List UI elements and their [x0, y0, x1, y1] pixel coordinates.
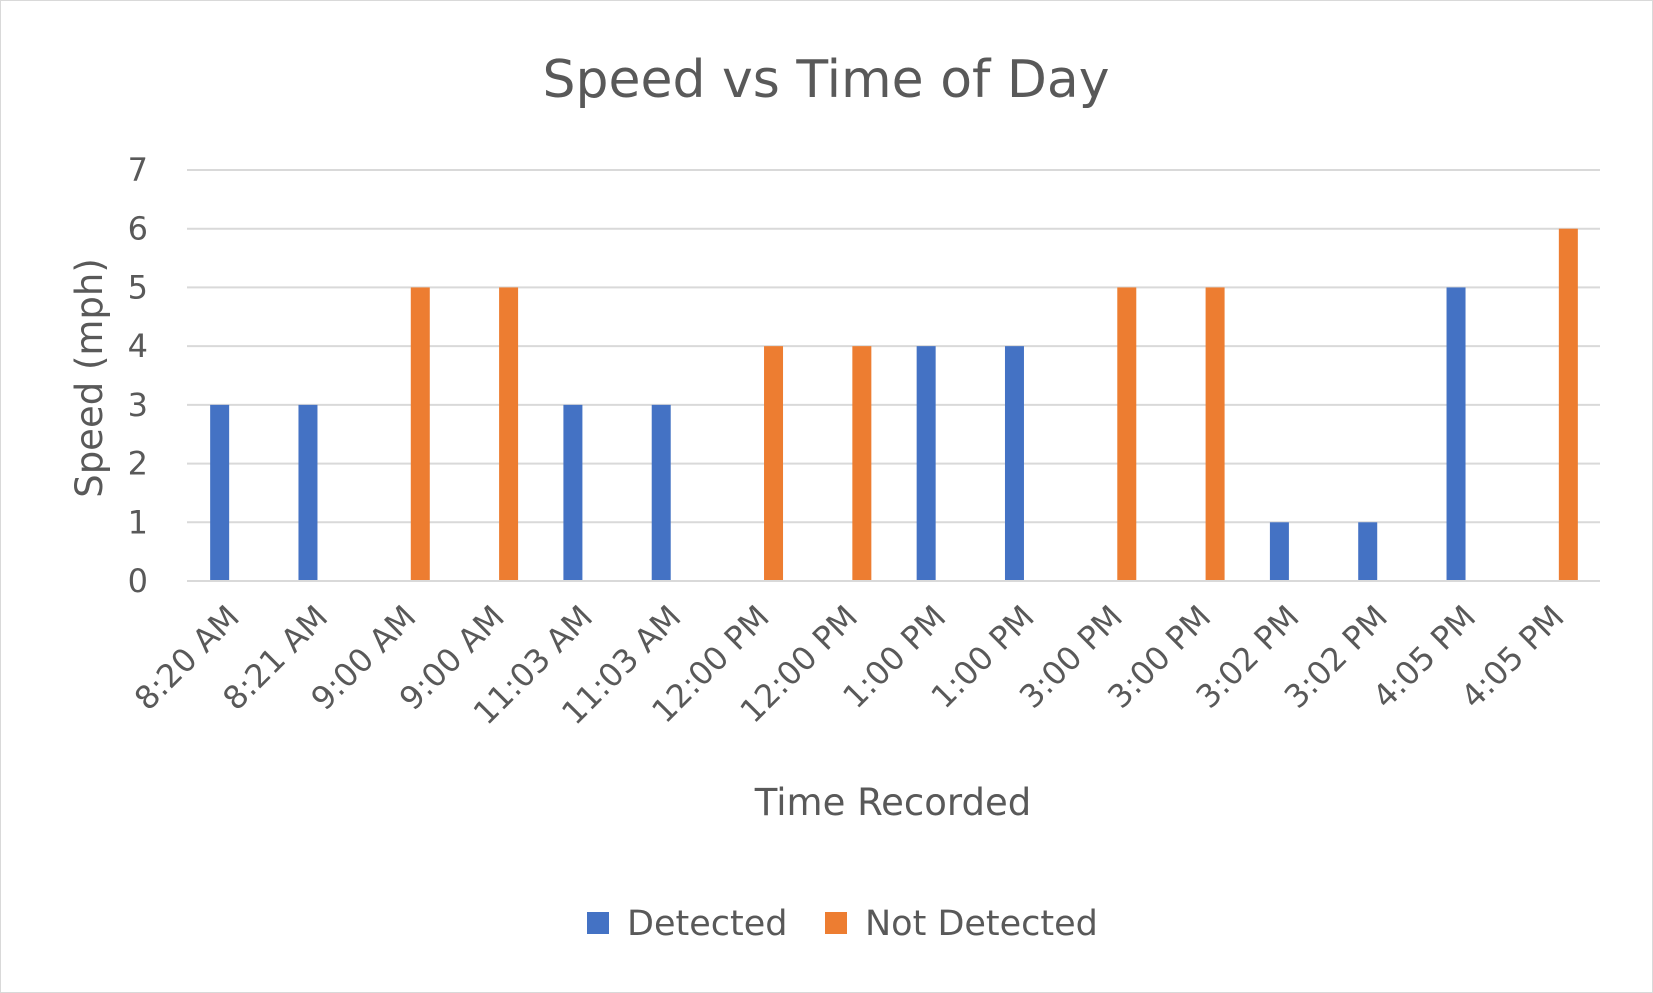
bar-detected: [1358, 522, 1378, 581]
x-axis-title: Time Recorded: [754, 781, 1031, 824]
bar-detected: [298, 404, 318, 581]
y-tick-label: 4: [128, 327, 148, 365]
bar-detected: [1004, 346, 1024, 581]
y-tick-label: 3: [128, 386, 148, 424]
y-axis-ticks: 0 1 2 3 4 5 6 7: [128, 151, 148, 600]
bars: [210, 228, 1578, 581]
legend-swatch: [587, 912, 609, 934]
y-tick-label: 7: [128, 151, 148, 189]
bar-detected: [210, 404, 230, 581]
bar-not-detected: [1117, 287, 1137, 581]
bar-detected: [916, 346, 936, 581]
bar-not-detected: [764, 346, 784, 581]
legend-label: Detected: [627, 904, 787, 944]
y-tick-label: 5: [128, 268, 148, 306]
bar-not-detected: [1558, 228, 1578, 581]
legend: Detected Not Detected: [587, 904, 1098, 944]
y-tick-label: 1: [128, 503, 148, 541]
y-tick-label: 0: [128, 562, 148, 600]
y-axis-title: Speed (mph): [68, 258, 111, 498]
gridlines: [187, 169, 1600, 524]
bar-detected: [1446, 287, 1466, 581]
bar-detected: [563, 404, 583, 581]
chart-title: Speed vs Time of Day: [542, 50, 1109, 110]
bar-not-detected: [410, 287, 430, 581]
bar-not-detected: [852, 346, 872, 581]
y-tick-label: 6: [128, 210, 148, 248]
bar-not-detected: [1205, 287, 1225, 581]
legend-swatch: [825, 912, 847, 934]
bar-not-detected: [499, 287, 519, 581]
legend-label: Not Detected: [865, 904, 1098, 944]
bar-detected: [1269, 522, 1289, 581]
bar-detected: [651, 404, 671, 581]
y-tick-label: 2: [128, 445, 148, 483]
